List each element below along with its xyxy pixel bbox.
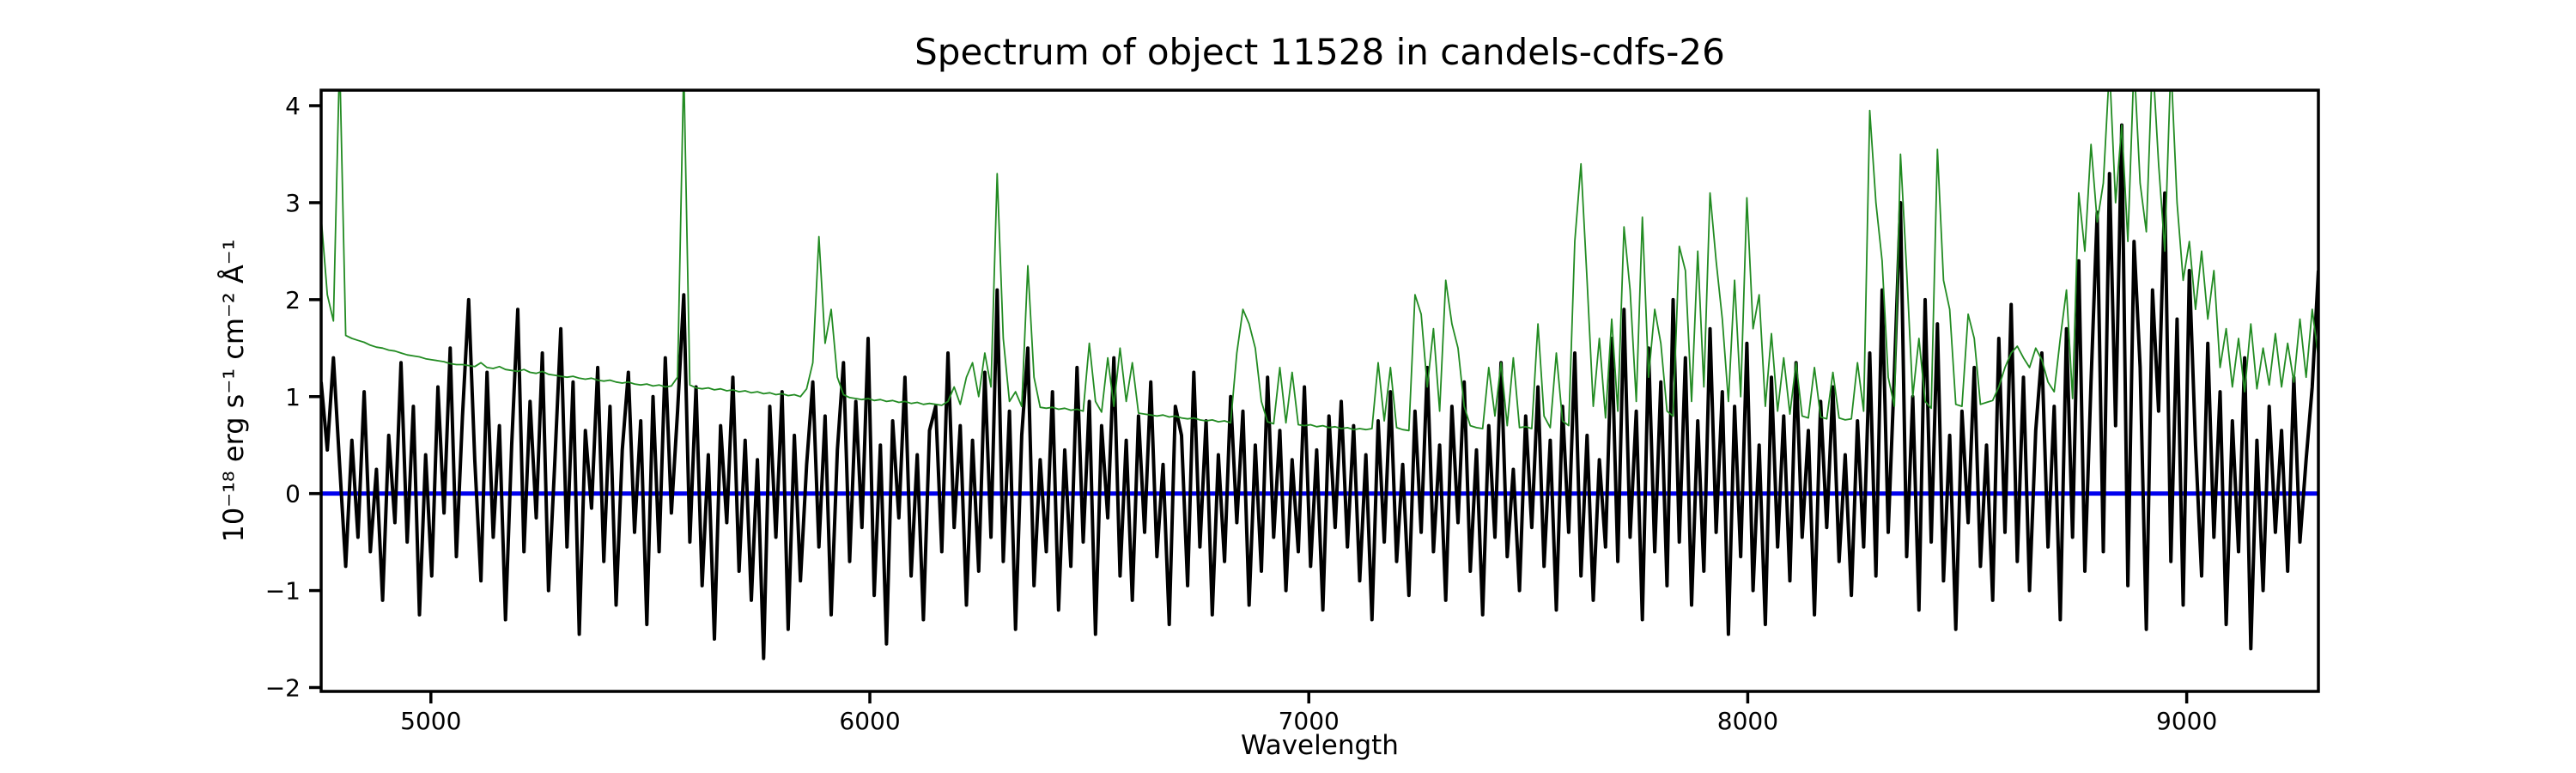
y-tick-label: 0 [285,480,301,508]
axes-spines [319,88,2320,693]
y-tick-label: 3 [285,189,301,217]
y-tick-label: 2 [285,286,301,314]
x-tick-label: 8000 [1717,707,1778,735]
plot-title: Spectrum of object 11528 in candels-cdfs… [914,31,1725,73]
y-tick-label: 1 [285,383,301,411]
x-tick-label: 6000 [839,707,900,735]
object-flux [321,123,2318,660]
y-tick-label: −1 [265,577,301,606]
y-tick-label: 4 [285,92,301,120]
x-tick-label: 7000 [1279,707,1340,735]
x-tick-label: 5000 [400,707,461,735]
y-tick-label: −2 [265,673,301,702]
x-tick-label: 9000 [2156,707,2217,735]
noise-spectrum [321,90,2318,432]
x-axis-label: Wavelength [1241,730,1399,761]
